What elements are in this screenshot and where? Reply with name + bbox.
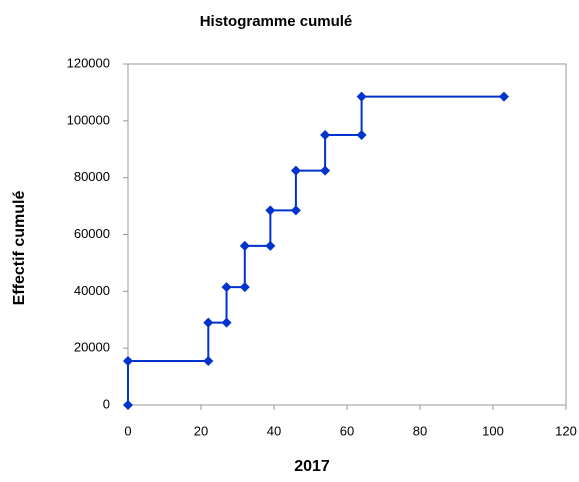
y-tick-label: 120000: [67, 55, 110, 70]
x-tick-label: 80: [413, 423, 427, 438]
x-axis-title: 2017: [294, 458, 330, 475]
x-tick-label: 100: [482, 423, 504, 438]
data-point: [290, 165, 301, 176]
data-point: [356, 130, 367, 141]
x-tick-label: 0: [124, 423, 131, 438]
chart-title: Histogramme cumulé: [200, 13, 353, 30]
x-tick-label: 60: [340, 423, 354, 438]
data-point: [221, 282, 232, 293]
data-point: [290, 205, 301, 216]
y-tick-label: 0: [103, 396, 110, 411]
y-axis-title: Effectif cumulé: [11, 191, 28, 306]
data-point: [265, 240, 276, 251]
series-line: [127, 95, 504, 405]
data-point: [265, 205, 276, 216]
data-point: [203, 355, 214, 366]
data-point: [320, 130, 331, 141]
y-tick-label: 100000: [67, 112, 110, 127]
y-tick-label: 80000: [74, 169, 110, 184]
data-point: [356, 91, 367, 102]
data-point: [123, 400, 133, 410]
data-point: [239, 240, 250, 251]
data-point: [239, 282, 250, 293]
x-tick-label: 20: [194, 423, 208, 438]
y-tick-label: 40000: [74, 283, 110, 298]
x-tick-label: 120: [555, 423, 577, 438]
data-point: [221, 317, 232, 328]
y-tick-label: 20000: [74, 340, 110, 355]
data-point: [320, 165, 331, 176]
data-point: [203, 317, 214, 328]
data-point: [498, 91, 509, 102]
plot-frame: [127, 63, 567, 406]
x-tick-label: 40: [267, 423, 281, 438]
data-point: [123, 355, 133, 366]
y-tick-label: 60000: [74, 226, 110, 241]
